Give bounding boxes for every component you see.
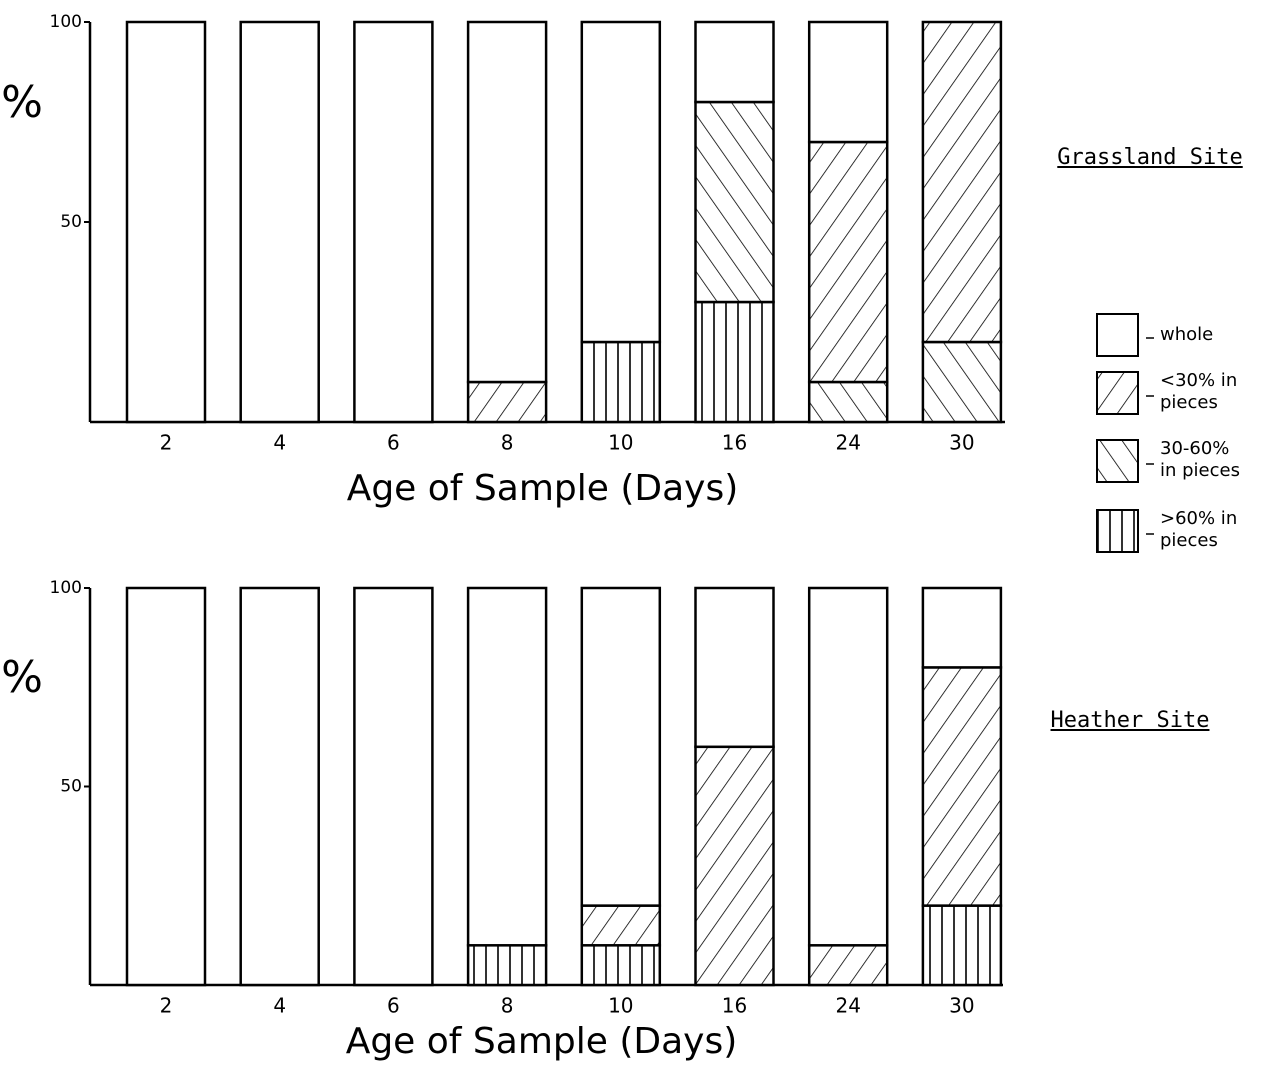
y-tick-label: 100 xyxy=(50,578,82,598)
bar-segment xyxy=(580,586,662,907)
x-tick-label: 6 xyxy=(387,431,400,455)
bar-segment xyxy=(807,140,889,384)
x-tick-label: 10 xyxy=(608,994,633,1018)
bar-segment xyxy=(353,20,434,424)
bar-segment xyxy=(921,586,1003,669)
legend-label: whole xyxy=(1160,324,1214,345)
bar-segment xyxy=(466,586,548,947)
legend-label: >60% in pieces xyxy=(1160,508,1238,551)
x-tick-label: 2 xyxy=(160,431,173,455)
x-tick-label: 16 xyxy=(722,994,747,1018)
x-tick-label: 4 xyxy=(273,994,286,1018)
bar-segment xyxy=(353,586,434,987)
x-axis-label: Age of Sample (Days) xyxy=(346,1021,738,1062)
y-axis-label: % xyxy=(1,652,43,703)
bar-segment xyxy=(580,340,662,424)
bar-segment xyxy=(694,20,775,104)
legend-label: <30% in pieces xyxy=(1160,370,1238,413)
x-tick-label: 4 xyxy=(273,431,286,455)
legend-swatch xyxy=(1096,439,1139,483)
x-tick-label: 2 xyxy=(160,994,173,1018)
bar-segment xyxy=(807,586,889,947)
x-axis-label: Age of Sample (Days) xyxy=(347,468,739,509)
x-tick-label: 24 xyxy=(835,431,860,455)
bar-segment xyxy=(921,340,1003,424)
chart-title: Heather Site xyxy=(1050,708,1210,733)
y-tick-label: 100 xyxy=(50,12,82,32)
bar-segment xyxy=(694,100,775,304)
legend-swatch xyxy=(1096,509,1139,553)
x-tick-label: 30 xyxy=(949,994,974,1018)
bar-segment xyxy=(466,944,548,987)
bar-segment xyxy=(580,20,662,344)
x-tick-label: 10 xyxy=(608,431,633,455)
legend-label: 30-60% in pieces xyxy=(1160,438,1240,481)
x-tick-label: 6 xyxy=(387,994,400,1018)
bar-segment xyxy=(580,904,662,947)
legend-swatch xyxy=(1096,371,1139,415)
bar-segment xyxy=(807,20,889,144)
x-tick-label: 8 xyxy=(501,994,514,1018)
bar-segment xyxy=(694,745,775,987)
y-axis-label: % xyxy=(1,77,43,128)
bar-segment xyxy=(125,20,207,424)
bar-segment xyxy=(466,380,548,424)
bar-segment xyxy=(466,20,548,384)
bar-segment xyxy=(239,20,320,424)
x-tick-label: 30 xyxy=(949,431,974,455)
bar-segment xyxy=(807,944,889,987)
bar-segment xyxy=(921,20,1003,344)
legend-swatch xyxy=(1096,313,1139,357)
x-tick-label: 16 xyxy=(722,431,747,455)
bar-segment xyxy=(921,904,1003,987)
bar-segment xyxy=(921,666,1003,907)
bar-segment xyxy=(694,586,775,749)
y-tick-label: 50 xyxy=(60,777,82,797)
bar-segment xyxy=(694,300,775,424)
y-tick-label: 50 xyxy=(60,212,82,232)
x-tick-label: 8 xyxy=(501,431,514,455)
bar-segment xyxy=(807,380,889,424)
x-tick-label: 24 xyxy=(835,994,860,1018)
chart-title: Grassland Site xyxy=(1057,145,1243,170)
bar-segment xyxy=(580,944,662,987)
bar-segment xyxy=(125,586,207,987)
bar-segment xyxy=(239,586,320,987)
